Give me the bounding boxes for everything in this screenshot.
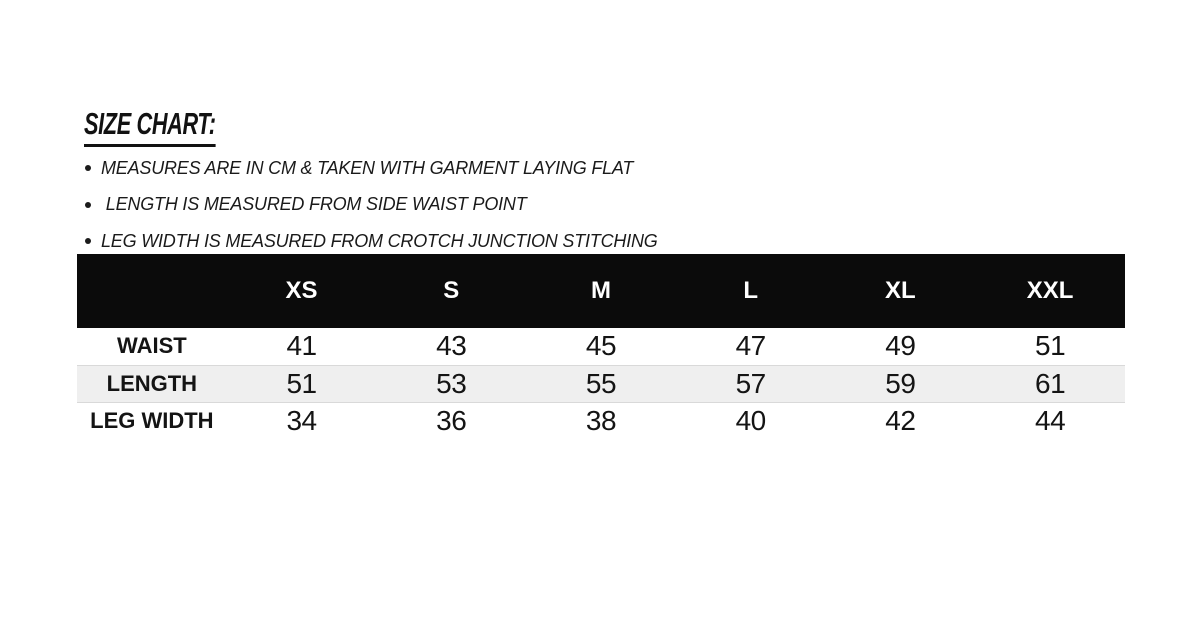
cell-length-l: 57 — [675, 364, 826, 403]
table-row-waist: WAIST 41 43 45 47 49 51 — [77, 328, 1125, 365]
row-label-leg-width: LEG WIDTH — [90, 407, 214, 433]
column-header-xs: XS — [226, 254, 377, 328]
cell-length-s: 53 — [376, 364, 527, 403]
cell-length-xxl: 61 — [975, 364, 1125, 403]
column-header-s: S — [376, 254, 527, 328]
list-item: LEG WIDTH IS MEASURED FROM CROTCH JUNCTI… — [85, 223, 658, 260]
notes-list: MEASURES ARE IN CM & TAKEN WITH GARMENT … — [85, 150, 658, 260]
cell-length-xs: 51 — [226, 364, 377, 403]
list-item: LENGTH IS MEASURED FROM SIDE WAIST POINT — [85, 187, 658, 224]
cell-leg-width-xs: 34 — [286, 404, 317, 436]
column-header-l: L — [675, 254, 826, 328]
table-corner-cell — [77, 254, 227, 328]
page-title-text: SIZE CHART: — [84, 106, 216, 147]
note-text: LENGTH IS MEASURED FROM SIDE WAIST POINT — [101, 194, 527, 215]
cell-leg-width-xxl: 44 — [1035, 404, 1066, 436]
page-title: SIZE CHART: — [84, 106, 272, 147]
row-label-waist: WAIST — [117, 333, 187, 359]
cell-length-m: 55 — [526, 364, 676, 403]
column-header-m: M — [526, 254, 676, 328]
cell-waist-m: 45 — [585, 330, 617, 362]
column-header-xl: XL — [825, 254, 976, 328]
column-header-xxl: XXL — [975, 254, 1125, 328]
list-item: MEASURES ARE IN CM & TAKEN WITH GARMENT … — [85, 150, 658, 187]
cell-leg-width-xl: 42 — [885, 404, 916, 436]
cell-leg-width-l: 40 — [735, 404, 767, 436]
cell-length-xl: 59 — [825, 364, 976, 403]
cell-waist-xxl: 51 — [1035, 330, 1066, 362]
bullet-icon — [85, 238, 91, 245]
note-text: MEASURES ARE IN CM & TAKEN WITH GARMENT … — [101, 157, 634, 178]
table-header-row: XS S M L XL XXL — [77, 254, 1125, 328]
bullet-icon — [85, 201, 91, 208]
cell-waist-l: 47 — [735, 330, 767, 362]
cell-waist-xl: 49 — [885, 330, 916, 362]
note-text: LEG WIDTH IS MEASURED FROM CROTCH JUNCTI… — [101, 230, 658, 251]
bullet-icon — [85, 165, 91, 172]
cell-leg-width-s: 36 — [436, 404, 467, 436]
cell-waist-xs: 41 — [286, 330, 317, 362]
row-label-length: LENGTH — [77, 364, 227, 403]
table-row-leg-width: LEG WIDTH 34 36 38 40 42 44 — [77, 402, 1125, 439]
size-table: XS S M L XL XXL WAIST 41 43 45 47 49 51 … — [77, 254, 1125, 439]
cell-waist-s: 43 — [436, 330, 467, 362]
cell-leg-width-m: 38 — [585, 404, 617, 436]
table-row-length: LENGTH 51 53 55 57 59 61 — [77, 364, 1125, 403]
